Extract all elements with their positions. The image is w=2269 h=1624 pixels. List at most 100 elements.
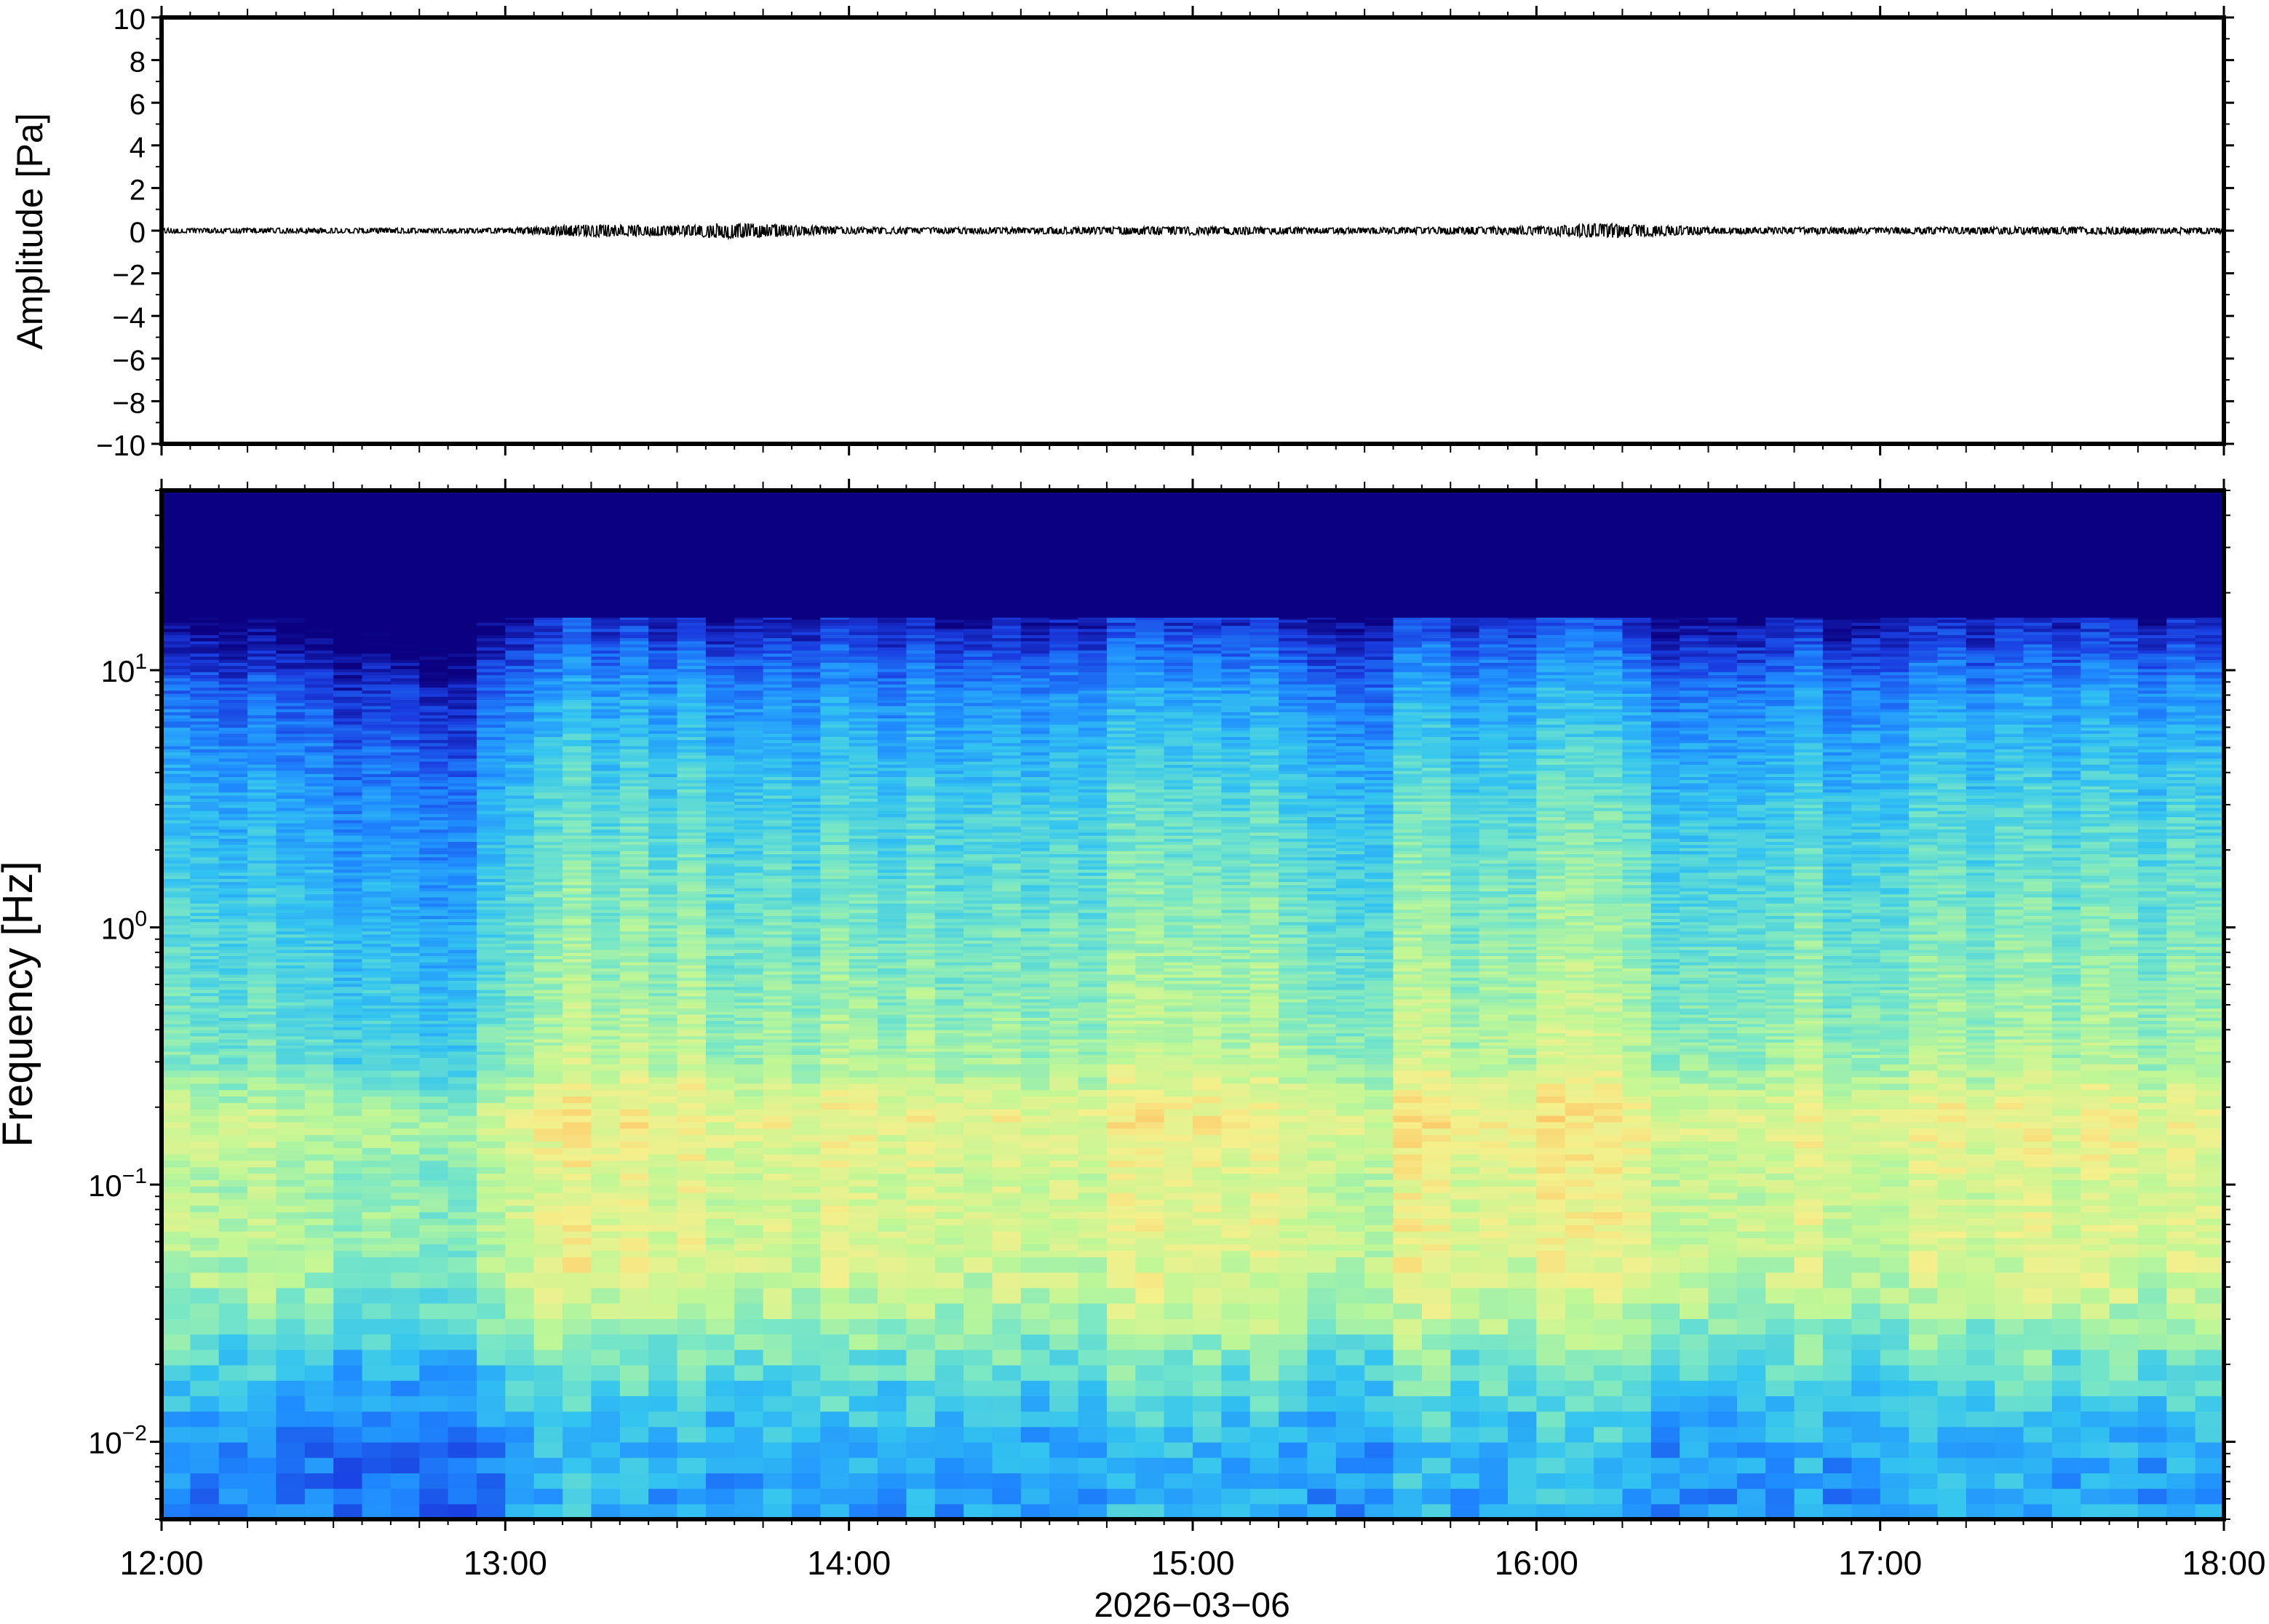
spectrogram-cell xyxy=(791,977,821,981)
spectrogram-cell xyxy=(677,1048,707,1052)
spectrogram-cell xyxy=(734,903,764,907)
spectrogram-cell xyxy=(591,835,621,839)
spectrogram-cell xyxy=(791,730,821,734)
spectrogram-cell xyxy=(734,1134,764,1142)
spectrogram-cell xyxy=(247,937,277,941)
spectrogram-cell xyxy=(390,1364,420,1381)
spectrogram-cell xyxy=(820,733,850,737)
spectrogram-cell xyxy=(648,1154,678,1161)
spectrogram-cell xyxy=(448,696,477,700)
spectrogram-cell xyxy=(563,931,592,935)
spectrogram-cell xyxy=(591,1237,621,1245)
spectrogram-cell xyxy=(849,779,878,784)
spectrogram-cell xyxy=(390,1473,420,1489)
spectrogram-cell xyxy=(820,928,850,932)
spectrogram-cell xyxy=(763,955,792,960)
spectrogram-cell xyxy=(419,1211,449,1219)
spectrogram-cell xyxy=(763,891,792,895)
spectrogram-cell xyxy=(304,1186,334,1193)
spectrogram-cell xyxy=(591,1411,621,1428)
spectrogram-cell xyxy=(304,699,334,704)
spectrogram-cell xyxy=(563,1134,592,1142)
spectrogram-cell xyxy=(705,1173,735,1180)
spectrogram-cell xyxy=(791,801,821,805)
spectrogram-cell xyxy=(563,884,592,888)
spectrogram-cell xyxy=(734,807,764,811)
spectrogram-cell xyxy=(505,767,535,771)
spectrogram-cell xyxy=(533,826,563,830)
spectrogram-cell xyxy=(591,1089,621,1097)
spectrogram-cell xyxy=(791,1147,821,1155)
spectrogram-cell xyxy=(763,1186,792,1193)
spectrogram-cell xyxy=(820,672,850,675)
spectrogram-cell xyxy=(448,662,477,666)
spectrogram-cell xyxy=(734,786,764,789)
spectrogram-cell xyxy=(820,1503,850,1519)
spectrogram-cell xyxy=(247,662,277,666)
spectrogram-cell xyxy=(477,1473,506,1489)
spectrogram-cell xyxy=(247,665,277,669)
spectrogram-cell xyxy=(304,746,334,749)
spectrogram-cell xyxy=(304,617,334,620)
spectrogram-cell xyxy=(362,699,392,704)
spectrogram-cell xyxy=(477,1154,506,1161)
spectrogram-cell xyxy=(276,968,306,972)
spectrogram-cell xyxy=(705,789,735,793)
spectrogram-cell xyxy=(791,906,821,910)
spectrogram-cell xyxy=(362,653,392,657)
spectrogram-cell xyxy=(419,773,449,777)
spectrogram-cell xyxy=(763,952,792,956)
spectrogram-cell xyxy=(162,1318,191,1335)
spectrogram-cell xyxy=(190,622,220,626)
spectrogram-cell xyxy=(705,1011,735,1015)
spectrogram-cell xyxy=(705,965,735,968)
waveform-y-tick-label: −8 xyxy=(112,387,146,419)
spectrogram-cell xyxy=(218,950,248,953)
spectrogram-cell xyxy=(791,1154,821,1161)
spectrogram-cell xyxy=(276,1017,306,1022)
spectrogram-cell xyxy=(705,1147,735,1155)
spectrogram-cell xyxy=(705,717,735,722)
spectrogram-cell xyxy=(448,990,477,993)
spectrogram-cell xyxy=(419,903,449,907)
spectrogram-cell xyxy=(619,1179,649,1187)
spectrogram-cell xyxy=(333,674,363,679)
spectrogram-cell xyxy=(791,819,821,824)
spectrogram-cell xyxy=(849,789,878,793)
spectrogram-cell xyxy=(419,1272,449,1289)
spectrogram-cell xyxy=(448,1193,477,1200)
spectrogram-cell xyxy=(849,1380,878,1396)
spectrogram-cell xyxy=(362,1380,392,1396)
spectrogram-cell xyxy=(705,1020,735,1024)
spectrogram-cell xyxy=(162,1141,191,1148)
spectrogram-cell xyxy=(791,965,821,968)
spectrogram-cell xyxy=(648,795,678,799)
spectrogram-cell xyxy=(247,650,277,654)
spectrogram-cell xyxy=(763,709,792,712)
spectrogram-cell xyxy=(390,1426,420,1443)
spectrogram-cell xyxy=(533,1364,563,1381)
spectrogram-cell xyxy=(791,767,821,771)
spectrogram-cell xyxy=(563,801,592,805)
spectrogram-cell xyxy=(477,903,506,907)
spectrogram-cell xyxy=(705,640,735,645)
spectrogram-cell xyxy=(162,1488,191,1505)
spectrogram-cell xyxy=(448,617,477,620)
spectrogram-cell xyxy=(477,1411,506,1428)
spectrogram-cell xyxy=(419,1441,449,1458)
spectrogram-cell xyxy=(533,995,563,1000)
spectrogram-cell xyxy=(677,1503,707,1519)
spectrogram-cell xyxy=(247,823,277,827)
spectrogram-cell xyxy=(648,779,678,784)
spectrogram-cell xyxy=(390,1303,420,1319)
spectrogram-cell xyxy=(190,721,220,725)
spectrogram-cell xyxy=(677,727,707,731)
spectrogram-cell xyxy=(333,1042,363,1046)
spectrogram-cell xyxy=(419,921,449,926)
spectrogram-cell xyxy=(247,860,277,864)
spectrogram-cell xyxy=(505,721,535,725)
spectrogram-cell xyxy=(218,835,248,839)
spectrogram-cell xyxy=(563,702,592,706)
spectrogram-cell xyxy=(162,968,191,972)
spectrogram-cell xyxy=(390,1441,420,1458)
